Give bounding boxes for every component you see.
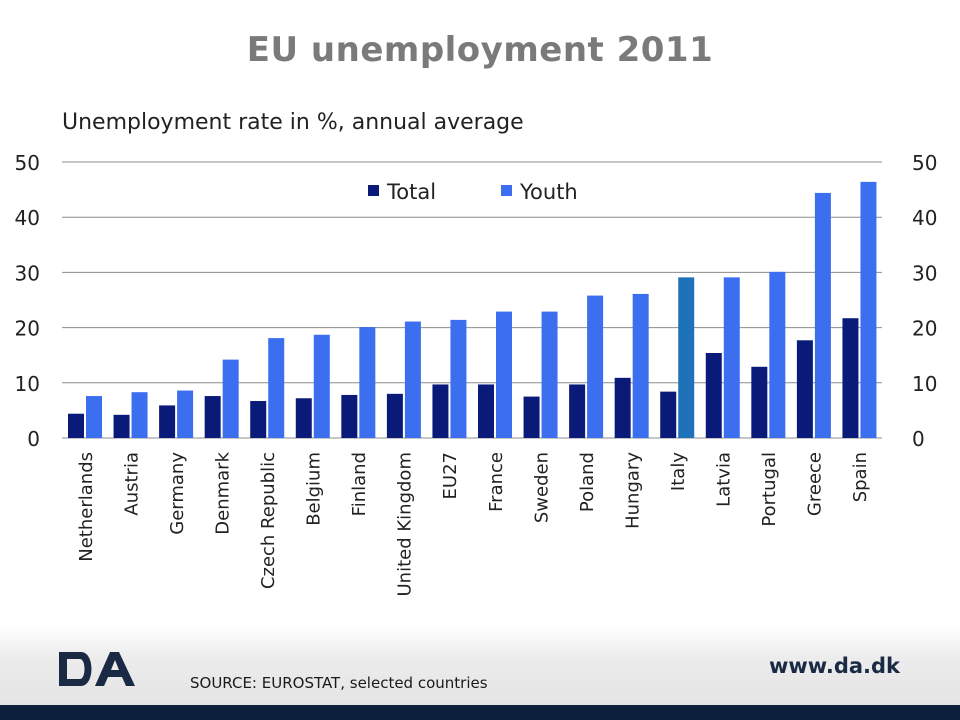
- bar-total: [295, 398, 312, 438]
- x-tick-label: Latvia: [714, 452, 735, 507]
- x-tick-label: Austria: [121, 452, 142, 516]
- y-tick-label-right: 10: [912, 372, 937, 396]
- bar-youth: [632, 293, 649, 438]
- y-tick-label-left: 10: [15, 372, 40, 396]
- y-tick-label-right: 50: [912, 151, 937, 175]
- x-tick-label: Hungary: [622, 452, 643, 529]
- source-note: SOURCE: EUROSTAT, selected countries: [190, 674, 488, 692]
- x-tick-label: Poland: [577, 452, 598, 512]
- x-tick-label: United Kingdom: [395, 452, 416, 596]
- y-tick-label-left: 40: [15, 206, 40, 230]
- bar-youth: [587, 295, 604, 438]
- bar-total: [250, 401, 267, 438]
- y-tick-label-left: 50: [15, 151, 40, 175]
- x-tick-label: Greece: [805, 452, 826, 516]
- bar-total: [113, 414, 130, 438]
- chart-title: EU unemployment 2011: [246, 30, 714, 70]
- bar-total: [68, 413, 84, 438]
- bar-youth: [541, 311, 558, 438]
- bar-total: [660, 391, 677, 438]
- bar-youth: [131, 392, 148, 438]
- bar-youth: [496, 311, 512, 438]
- y-tick-label-left: 20: [15, 317, 40, 341]
- bar-youth: [450, 319, 467, 438]
- x-tick-label: Spain: [850, 452, 871, 502]
- bar-total: [751, 366, 768, 438]
- x-tick-label: EU27: [440, 452, 461, 499]
- bar-total: [523, 396, 540, 438]
- y-tick-label-right: 0: [912, 427, 925, 451]
- legend-label-total: Total: [386, 180, 436, 204]
- bar-youth: [86, 396, 102, 438]
- da-logo: [59, 652, 135, 686]
- legend-label-youth: Youth: [519, 180, 578, 204]
- bar-total: [341, 394, 358, 438]
- footer-band: [0, 625, 960, 720]
- y-tick-label-left: 0: [27, 427, 40, 451]
- x-tick-label: France: [486, 452, 507, 512]
- bar-youth: [814, 192, 831, 438]
- bar-youth: [359, 327, 376, 438]
- x-tick-label: Portugal: [759, 452, 780, 527]
- y-tick-label-right: 20: [912, 317, 937, 341]
- y-tick-label-left: 30: [15, 261, 40, 285]
- y-tick-label-right: 40: [912, 206, 937, 230]
- x-tick-label: Finland: [349, 452, 370, 516]
- x-tick-label: Germany: [167, 452, 188, 535]
- x-tick-label: Denmark: [212, 451, 233, 534]
- x-tick-label: Czech Republic: [258, 452, 279, 589]
- x-tick-label: Netherlands: [76, 452, 97, 562]
- bar-youth: [177, 390, 194, 438]
- bar-total: [614, 377, 631, 438]
- website-link[interactable]: www.da.dk: [768, 654, 900, 678]
- bar-total: [796, 340, 813, 438]
- chart-subtitle: Unemployment rate in %, annual average: [62, 110, 524, 135]
- legend-swatch-youth: [501, 185, 512, 196]
- legend-swatch-total: [368, 185, 379, 196]
- bar-youth: [769, 271, 786, 438]
- footer-strip: [0, 705, 960, 720]
- bar-total: [159, 405, 176, 438]
- x-tick-label: Sweden: [531, 452, 552, 523]
- bar-youth: [268, 338, 285, 438]
- y-tick-label-right: 30: [912, 261, 937, 285]
- bar-total: [432, 384, 449, 438]
- x-tick-label: Italy: [668, 452, 689, 491]
- bar-total: [478, 384, 494, 438]
- bar-youth: [222, 359, 239, 438]
- bar-total: [386, 393, 403, 438]
- bar-youth: [404, 321, 421, 438]
- bar-youth: [860, 181, 877, 438]
- bar-youth: [723, 277, 740, 438]
- bar-total: [204, 396, 221, 438]
- bar-youth: [313, 334, 330, 438]
- bar-chart: 0 0 10 10 20 20 30 30 40 40 50 50 Netherlands Austria…: [15, 151, 938, 596]
- bar-total: [842, 318, 859, 438]
- x-tick-label: Belgium: [304, 452, 325, 526]
- bar-total: [569, 384, 586, 438]
- bar-youth: [678, 277, 695, 438]
- bar-total: [705, 352, 722, 438]
